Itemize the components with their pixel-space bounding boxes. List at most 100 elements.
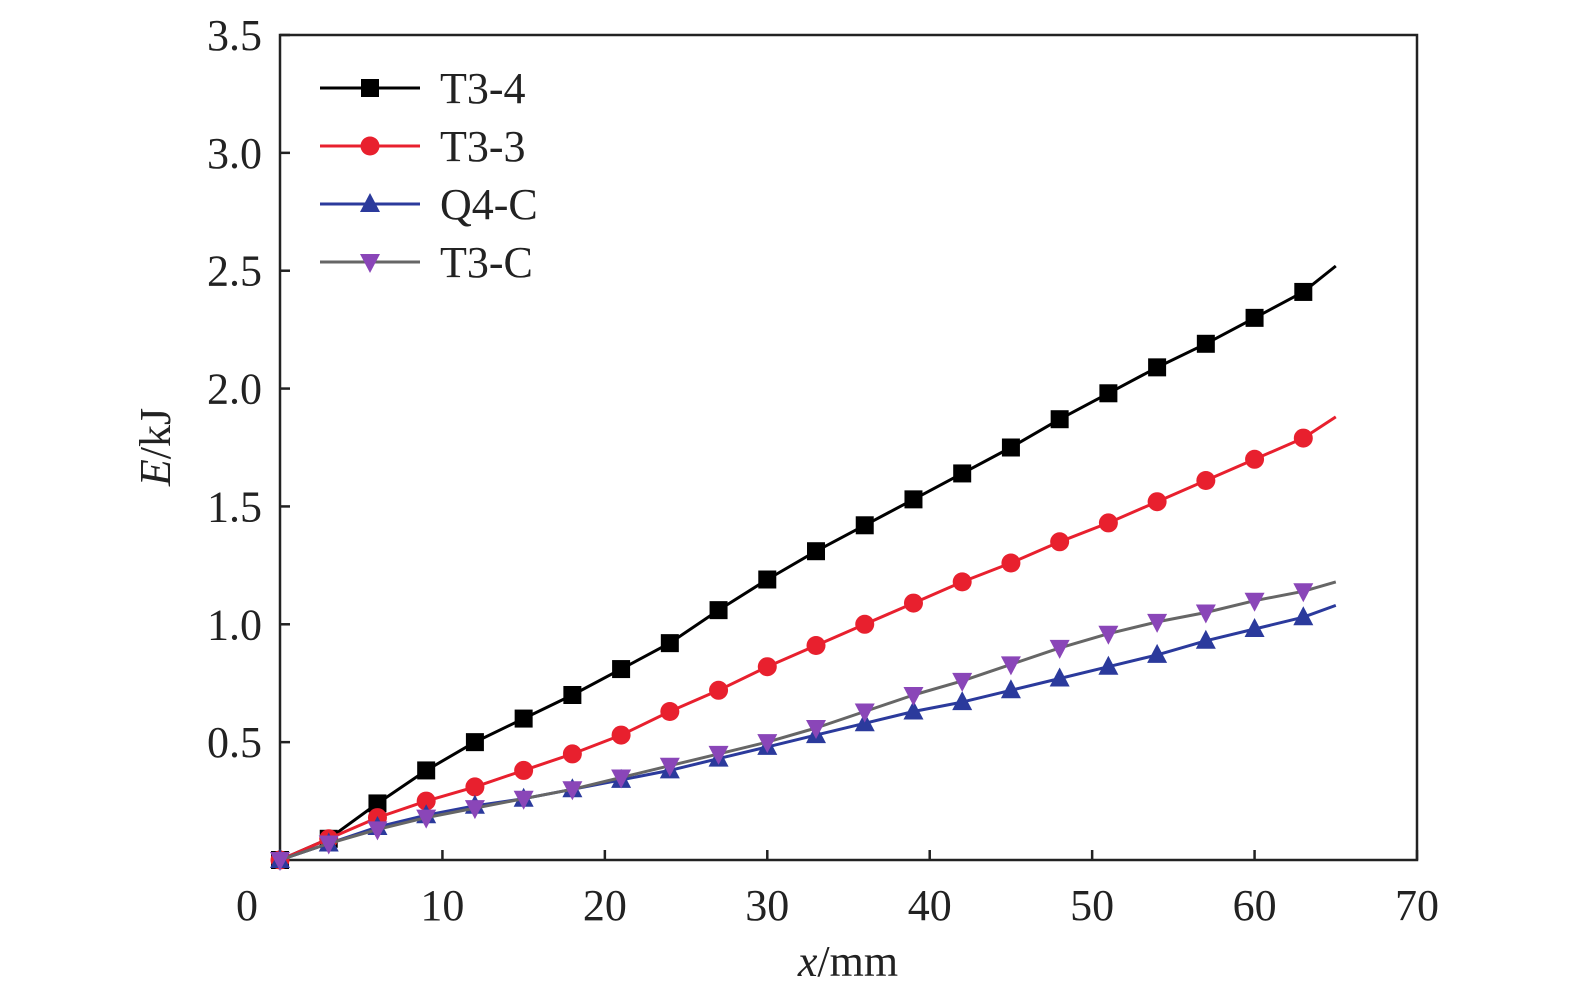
- point-T3-4-7: [612, 660, 631, 679]
- y-tick-label-3.5: 3.5: [207, 11, 262, 60]
- x-tick-label-40: 40: [908, 881, 952, 930]
- legend-marker-T3-4: [361, 79, 379, 97]
- point-Q4-C-17: [1098, 655, 1119, 675]
- point-T3-3-7: [611, 725, 631, 745]
- point-T3-4-9: [709, 601, 728, 620]
- point-T3-4-20: [1245, 308, 1264, 327]
- point-T3-C-9: [708, 745, 729, 765]
- y-tick-label-0.5: 0.5: [207, 718, 262, 767]
- point-T3-4-3: [417, 761, 436, 780]
- point-T3-3-13: [903, 593, 923, 613]
- point-T3-C-7: [611, 769, 632, 789]
- point-Q4-C-18: [1147, 643, 1168, 663]
- x-axis-label: x/mm: [797, 937, 898, 986]
- point-T3-3-16: [1050, 532, 1070, 552]
- point-T3-3-15: [1001, 553, 1021, 573]
- point-T3-C-3: [416, 809, 437, 829]
- point-Q4-C-19: [1195, 629, 1216, 649]
- x-axis-var: x: [797, 937, 818, 986]
- point-T3-3-5: [514, 760, 534, 780]
- point-T3-3-6: [562, 744, 582, 764]
- point-T3-C-14: [952, 672, 973, 692]
- point-T3-4-2: [368, 794, 387, 813]
- legend-marker-T3-C: [360, 254, 380, 273]
- point-T3-C-10: [757, 734, 778, 754]
- point-T3-4-16: [1050, 410, 1069, 429]
- point-T3-C-8: [659, 757, 680, 777]
- point-T3-3-12: [855, 614, 875, 634]
- point-T3-4-17: [1099, 384, 1118, 403]
- point-T3-C-6: [562, 781, 583, 801]
- point-T3-C-18: [1147, 613, 1168, 633]
- x-tick-label-70: 70: [1395, 881, 1439, 930]
- point-Q4-C-16: [1049, 667, 1070, 687]
- y-tick-label-2.5: 2.5: [207, 247, 262, 296]
- point-Q4-C-13: [903, 700, 924, 720]
- x-tick-label-50: 50: [1070, 881, 1114, 930]
- point-T3-C-13: [903, 687, 924, 706]
- point-T3-4-6: [563, 686, 582, 704]
- point-T3-4-8: [660, 634, 679, 653]
- point-Q4-C-21: [1293, 606, 1314, 626]
- point-Q4-C-15: [1000, 679, 1021, 699]
- legend-marker-Q4-C: [360, 193, 380, 212]
- point-T3-4-12: [855, 516, 874, 535]
- point-T3-3-11: [806, 636, 826, 655]
- point-T3-C-4: [464, 800, 485, 820]
- y-tick-label-1.5: 1.5: [207, 482, 262, 531]
- x-tick-label-20: 20: [583, 881, 627, 930]
- point-T3-3-21: [1293, 428, 1313, 448]
- point-T3-4-13: [904, 490, 923, 509]
- x-tick-label-10: 10: [420, 881, 464, 930]
- series-line-T3-3: [279, 415, 1337, 862]
- point-T3-3-10: [757, 657, 777, 677]
- point-T3-C-20: [1244, 592, 1265, 612]
- legend-label-Q4-C: Q4-C: [440, 180, 538, 229]
- point-T3-C-15: [1000, 656, 1021, 676]
- point-T3-3-14: [952, 572, 972, 592]
- series-T3-C: [270, 580, 1337, 871]
- point-T3-4-19: [1196, 334, 1215, 353]
- point-T3-C-21: [1293, 583, 1314, 603]
- series-Q4-C: [270, 603, 1337, 868]
- y-axis-label: E/kJ: [131, 408, 180, 487]
- series-T3-4: [271, 264, 1337, 869]
- legend-marker-T3-3: [360, 136, 380, 156]
- x-axis: 0 10 20 30 40 50 60 70: [236, 850, 1439, 930]
- point-T3-3-8: [660, 702, 680, 721]
- y-tick-label-3: 3.0: [207, 129, 262, 178]
- point-T3-4-11: [807, 542, 826, 561]
- point-Q4-C-14: [952, 691, 973, 711]
- series-T3-3: [270, 415, 1337, 870]
- y-axis: 0.5 1.0 1.5 2.0 2.5 3.0 3.5: [207, 11, 290, 767]
- point-T3-3-17: [1098, 513, 1118, 533]
- point-T3-C-1: [318, 835, 339, 855]
- x-tick-label-30: 30: [745, 881, 789, 930]
- point-T3-4-14: [953, 464, 972, 483]
- y-tick-label-2: 2.0: [207, 365, 262, 414]
- y-axis-unit: /kJ: [131, 408, 180, 459]
- plot-frame: [278, 33, 1419, 862]
- y-tick-label-1: 1.0: [207, 600, 262, 649]
- legend-label-T3-3: T3-3: [440, 122, 526, 171]
- point-T3-C-11: [806, 720, 827, 739]
- point-T3-4-18: [1148, 358, 1167, 377]
- x-axis-unit: /mm: [817, 937, 898, 986]
- point-T3-C-2: [367, 821, 388, 841]
- point-T3-3-18: [1147, 492, 1167, 512]
- point-T3-3-20: [1245, 449, 1265, 469]
- point-T3-4-21: [1294, 282, 1313, 301]
- point-T3-C-12: [854, 703, 875, 723]
- series-line-T3-4: [279, 264, 1337, 862]
- point-T3-C-19: [1195, 604, 1216, 624]
- series-layer: [270, 264, 1337, 871]
- point-T3-4-15: [1001, 438, 1020, 457]
- point-T3-4-4: [465, 733, 484, 752]
- point-T3-C-0: [270, 852, 290, 871]
- point-T3-3-19: [1196, 471, 1216, 490]
- point-T3-C-16: [1049, 639, 1070, 659]
- y-axis-var: E: [131, 459, 180, 487]
- x-tick-label-0: 0: [236, 881, 258, 930]
- point-T3-4-5: [514, 709, 533, 728]
